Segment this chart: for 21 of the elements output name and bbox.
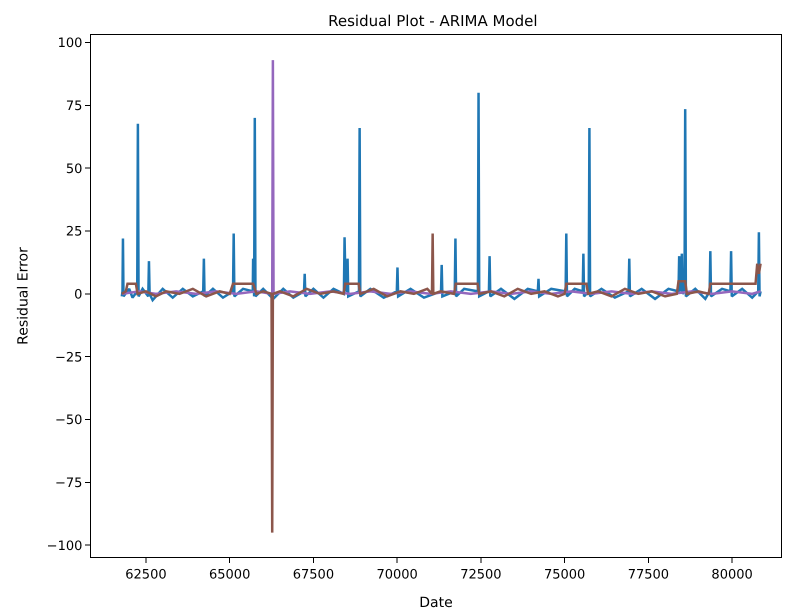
y-tick-label: 50 [66,162,82,177]
x-tick-label: 65000 [208,568,250,583]
y-tick-label: −50 [54,413,82,428]
x-tick-label: 67500 [292,568,334,583]
y-tick-label: 100 [58,36,82,52]
y-tick-label: −75 [54,476,82,491]
y-tick-label: 75 [66,98,82,114]
y-tick-label: 25 [66,224,82,240]
x-tick-label: 77500 [628,568,670,583]
x-tick-label: 70000 [376,568,418,583]
line-series [120,232,762,534]
y-tick-label: −25 [54,350,82,366]
chart-title: Residual Plot - ARIMA Model [328,12,538,30]
x-tick-label: 75000 [544,568,586,583]
x-tick-label: 80000 [711,568,753,583]
y-tick-label: 0 [74,287,82,302]
x-tick-label: 72500 [460,568,502,583]
y-tick-label: −100 [46,538,82,554]
x-tick-label: 62500 [125,568,167,583]
x-axis-title: Date [419,594,453,611]
y-axis-title: Residual Error [15,246,32,345]
